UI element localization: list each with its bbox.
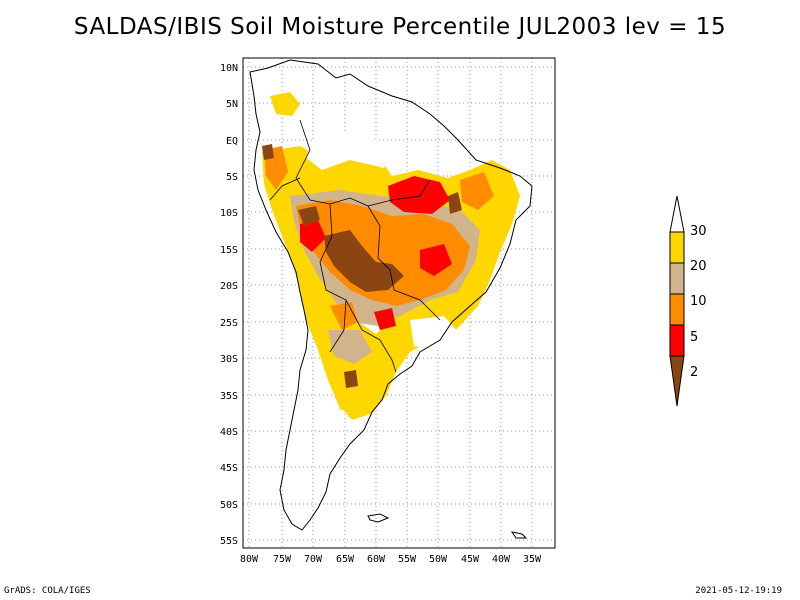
shade-above-30 (306, 130, 392, 170)
colorbar-label-10: 10 (690, 294, 707, 309)
colorbar-segment-2-5 (669, 324, 685, 357)
island-outline (510, 531, 528, 539)
lat-tick-label: 25S (220, 318, 238, 329)
colorbar-label-2: 2 (690, 365, 698, 380)
lon-tick-label: 35W (523, 554, 542, 565)
lat-tick-label: 15S (220, 245, 238, 256)
lon-tick-label: 40W (492, 554, 511, 565)
shade-below-2 (298, 206, 320, 226)
country-borders (269, 119, 441, 373)
lat-tick-label: 50S (220, 500, 238, 511)
lon-tick-label: 65W (336, 554, 355, 565)
footer-timestamp: 2021-05-12-19:19 (695, 586, 782, 596)
shade-20-30 (338, 396, 352, 410)
lat-tick-label: 40S (220, 427, 238, 438)
colorbar-top-triangle (669, 195, 685, 233)
lat-tick-label: EQ (226, 136, 238, 147)
shade-below-2 (344, 370, 358, 388)
shade-below-2 (262, 144, 274, 160)
lon-tick-label: 50W (429, 554, 448, 565)
lon-tick-label: 55W (398, 554, 417, 565)
lon-tick-label: 60W (367, 554, 386, 565)
lat-tick-label: 55S (220, 536, 238, 547)
shade-below-2 (448, 192, 462, 214)
footer-credit: GrADS: COLA/IGES (4, 586, 91, 596)
plot-frame (242, 57, 556, 549)
lat-tick-label: 10S (220, 208, 238, 219)
colorbar-segment-5-10 (669, 293, 685, 326)
percentile-shading (262, 92, 520, 420)
lon-tick-label: 80W (240, 554, 259, 565)
shade-20-30 (270, 92, 300, 116)
lat-tick-label: 35S (220, 391, 238, 402)
colorbar-label-5: 5 (690, 330, 698, 345)
lon-tick-label: 70W (304, 554, 323, 565)
colorbar-segment-10-20 (669, 262, 685, 295)
shade-2-5 (420, 244, 452, 276)
lat-tick-label: 5S (226, 172, 238, 183)
shade-2-5 (374, 308, 396, 330)
colorbar-label-20: 20 (690, 259, 707, 274)
shade-5-10 (460, 172, 494, 210)
falkland-islands (367, 513, 390, 523)
shade-2-5 (300, 220, 326, 252)
colorbar-segment-20-30 (669, 231, 685, 264)
lat-tick-label: 5N (226, 99, 238, 110)
shade-5-10 (296, 200, 470, 306)
lat-tick-label: 20S (220, 281, 238, 292)
lat-tick-labels: 10N 5N EQ 5S 10S 15S 20S 25S 30S 35S 40S 45S 50S 55S (220, 63, 238, 547)
map-title: SALDAS/IBIS Soil Moisture Percentile JUL… (73, 14, 727, 40)
lon-tick-label: 75W (273, 554, 292, 565)
lon-tick-label: 45W (461, 554, 480, 565)
shade-above-30 (410, 316, 460, 350)
lat-tick-label: 30S (220, 354, 238, 365)
lon-tick-labels: 80W 75W 70W 65W 60W 55W 50W 45W 40W 35W (240, 554, 542, 565)
lat-tick-label: 45S (220, 463, 238, 474)
shade-2-5 (388, 176, 450, 214)
shade-below-2 (324, 230, 404, 292)
colorbar-bottom-triangle (669, 355, 685, 407)
lat-tick-label: 10N (220, 63, 238, 74)
continent-outline (249, 59, 533, 531)
colorbar-label-30: 30 (690, 224, 707, 239)
colorbar: 30 20 10 5 2 (669, 195, 707, 407)
